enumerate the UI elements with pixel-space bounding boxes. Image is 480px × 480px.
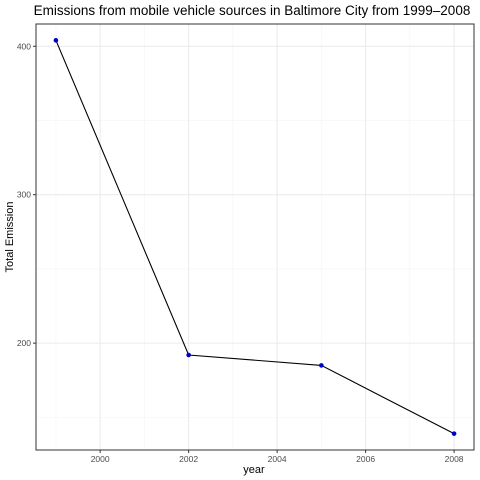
y-tick-label: 400 xyxy=(17,41,31,51)
x-tick-label: 2004 xyxy=(268,454,287,464)
x-tick-label: 2006 xyxy=(356,454,375,464)
series-layer xyxy=(53,38,457,436)
x-axis-ticks: 2000 2002 2004 2006 2008 xyxy=(91,450,464,464)
x-tick-label: 2002 xyxy=(179,454,198,464)
x-tick-label: 2000 xyxy=(91,454,110,464)
x-axis-label: year xyxy=(243,464,265,476)
major-gridlines xyxy=(36,24,474,450)
data-point xyxy=(53,38,59,43)
y-axis-label: Total Emission xyxy=(4,202,16,273)
data-point xyxy=(186,352,191,358)
y-tick-label: 300 xyxy=(17,190,31,200)
y-tick-label: 200 xyxy=(17,338,31,348)
data-point xyxy=(451,431,457,436)
minor-gridlines xyxy=(36,24,474,450)
series-line xyxy=(55,40,455,435)
data-point xyxy=(319,363,324,368)
x-tick-label: 2008 xyxy=(445,454,464,464)
panel-border xyxy=(35,23,475,451)
chart-title: Emissions from mobile vehicle sources in… xyxy=(34,3,471,18)
y-axis-ticks: 200 300 400 xyxy=(17,41,36,348)
